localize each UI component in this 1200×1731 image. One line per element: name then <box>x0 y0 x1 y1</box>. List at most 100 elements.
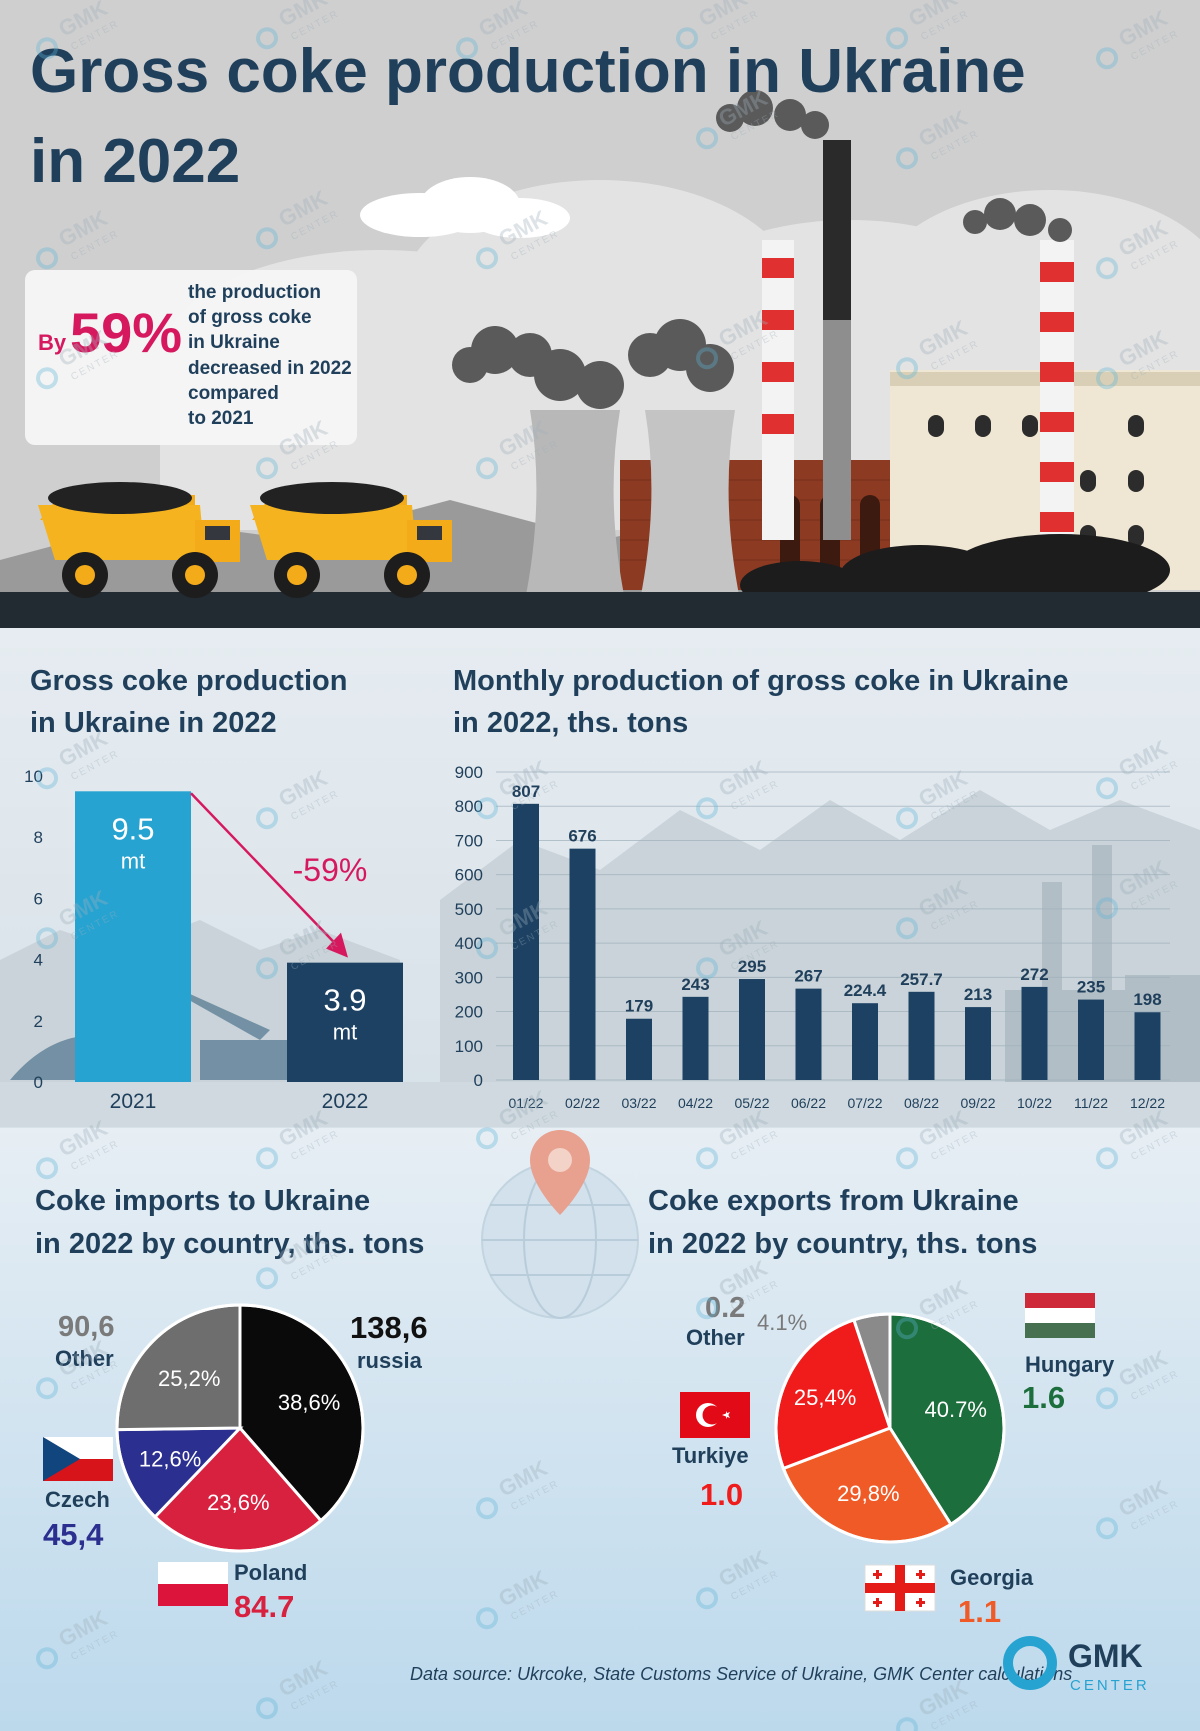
annual-y-tick: 10 <box>24 767 43 786</box>
page-title-line2: in 2022 <box>30 127 240 196</box>
pie-pct-label: 25,2% <box>158 1366 220 1391</box>
monthly-x-label: 10/22 <box>1017 1095 1052 1111</box>
annual-bar-unit: mt <box>333 1020 357 1045</box>
monthly-x-label: 05/22 <box>734 1095 769 1111</box>
pie-pct-label: 12,6% <box>139 1446 201 1471</box>
coal-piles <box>740 534 1170 609</box>
monthly-y-tick: 0 <box>474 1071 483 1090</box>
exports-pie-chart: 40.7% 29,8% 25,4% <box>774 1312 1006 1544</box>
export-label-georgia: Georgia 1.1 <box>864 1564 1034 1629</box>
ground <box>0 592 1200 628</box>
monthly-bar-10/22 <box>1021 986 1048 1080</box>
cooling-towers <box>525 410 740 600</box>
poland-flag-icon <box>158 1562 228 1606</box>
monthly-bar-08/22 <box>908 991 935 1080</box>
dump-truck-1 <box>38 482 240 598</box>
chart-floor <box>0 1082 1200 1127</box>
monthly-x-label: 11/22 <box>1074 1095 1108 1111</box>
monthly-bar-05/22 <box>739 979 765 1080</box>
annual-y-tick: 0 <box>34 1073 43 1092</box>
monthly-x-label: 07/22 <box>847 1095 882 1111</box>
monthly-bar-07/22 <box>852 1003 878 1080</box>
data-source-note: Data source: Ukrcoke, State Customs Serv… <box>410 1664 1072 1684</box>
monthly-x-label: 06/22 <box>791 1095 826 1111</box>
monthly-x-label: 12/22 <box>1130 1095 1165 1111</box>
decline-arrow-head <box>326 932 348 958</box>
monthly-title-line2: in 2022, ths. tons <box>453 707 688 739</box>
monthly-bar-04/22 <box>682 996 709 1080</box>
pie-outline <box>115 1303 365 1553</box>
monthly-x-label: 04/22 <box>678 1095 713 1111</box>
annual-x-label: 2021 <box>110 1090 157 1113</box>
monthly-bar-value: 224.4 <box>844 981 887 1000</box>
monthly-bar-02/22 <box>569 848 596 1080</box>
poland-label: Poland <box>234 1560 307 1585</box>
exports-title-line1: Coke exports from Ukraine <box>648 1185 1019 1217</box>
monthly-y-tick: 900 <box>455 763 483 782</box>
monthly-x-label: 02/22 <box>565 1095 600 1111</box>
import-label-other: 90,6 Other <box>55 1311 114 1371</box>
monthly-y-tick: 200 <box>455 1003 483 1022</box>
small-cloud <box>360 177 570 238</box>
export-label-turkiye: Turkiye 1.0 <box>672 1392 750 1512</box>
pie-outline <box>774 1312 1006 1544</box>
monthly-x-label: 03/22 <box>621 1095 656 1111</box>
monthly-title-line1: Monthly production of gross coke in Ukra… <box>453 665 1069 697</box>
logo-text: GMK <box>1068 1638 1143 1674</box>
annual-title-line2: in Ukraine in 2022 <box>30 707 277 739</box>
annual-bar-2022 <box>287 962 403 1082</box>
callout-value: 59% <box>70 301 182 364</box>
russia-value: 138,6 <box>350 1310 428 1345</box>
turkiye-label: Turkiye <box>672 1443 749 1468</box>
import-label-russia: 138,6 russia <box>350 1310 428 1373</box>
hungary-flag-icon <box>1025 1293 1095 1338</box>
annual-bar-value: 3.9 <box>323 983 366 1018</box>
monthly-bar-11/22 <box>1078 999 1104 1080</box>
monthly-bar-value: 213 <box>964 985 992 1004</box>
monthly-bar-value: 257.7 <box>900 970 943 989</box>
annual-change-label: -59% <box>293 852 368 888</box>
dump-truck-2 <box>250 482 452 598</box>
callout-text-line: the production <box>188 282 321 303</box>
imports-title-line1: Coke imports to Ukraine <box>35 1185 370 1217</box>
monthly-bar-12/22 <box>1134 1012 1161 1080</box>
monthly-y-tick: 600 <box>455 866 483 885</box>
georgia-flag-icon <box>864 1564 936 1612</box>
monthly-y-tick: 800 <box>455 797 483 816</box>
monthly-y-tick: 500 <box>455 900 483 919</box>
other-import-value: 90,6 <box>58 1311 114 1343</box>
russia-label: russia <box>357 1348 423 1373</box>
logo-subtext: CENTER <box>1070 1677 1150 1694</box>
monthly-bar-09/22 <box>965 1007 991 1080</box>
exports-title-line2: in 2022 by country, ths. tons <box>648 1228 1037 1260</box>
czech-label: Czech <box>45 1487 110 1512</box>
czech-value: 45,4 <box>43 1517 104 1552</box>
monthly-bar-value: 179 <box>625 997 653 1016</box>
smoke <box>452 90 1072 409</box>
import-label-czech: Czech 45,4 <box>43 1437 113 1552</box>
monthly-bar-01/22 <box>513 803 539 1080</box>
monthly-y-tick: 700 <box>455 831 483 850</box>
monthly-x-label: 01/22 <box>508 1095 543 1111</box>
header-section: Gross coke production in Ukraine in 2022… <box>0 0 1200 628</box>
callout-text-line: in Ukraine <box>188 332 280 353</box>
annual-y-tick: 8 <box>34 828 43 847</box>
monthly-bar-value: 267 <box>794 967 822 986</box>
monthly-bar-value: 807 <box>512 782 540 801</box>
other-import-label: Other <box>55 1346 114 1371</box>
monthly-production-chart: 0 100 200 300 400 500 600 700 800 900 807 01/22 676 0… <box>455 763 1170 1111</box>
other-export-value: 0.2 <box>705 1292 745 1324</box>
annual-y-tick: 4 <box>34 951 43 970</box>
page-title-line1: Gross coke production in Ukraine <box>30 37 1026 106</box>
georgia-value: 1.1 <box>958 1594 1001 1629</box>
annual-bar-unit: mt <box>121 848 145 873</box>
hungary-value: 1.6 <box>1022 1380 1065 1415</box>
pie-pct-label: 25,4% <box>794 1385 856 1410</box>
monthly-y-tick: 100 <box>455 1037 483 1056</box>
monthly-x-label: 09/22 <box>960 1095 995 1111</box>
callout-text-line: decreased in 2022 <box>188 358 352 379</box>
czech-flag-icon <box>43 1437 113 1481</box>
monthly-y-tick: 400 <box>455 934 483 953</box>
